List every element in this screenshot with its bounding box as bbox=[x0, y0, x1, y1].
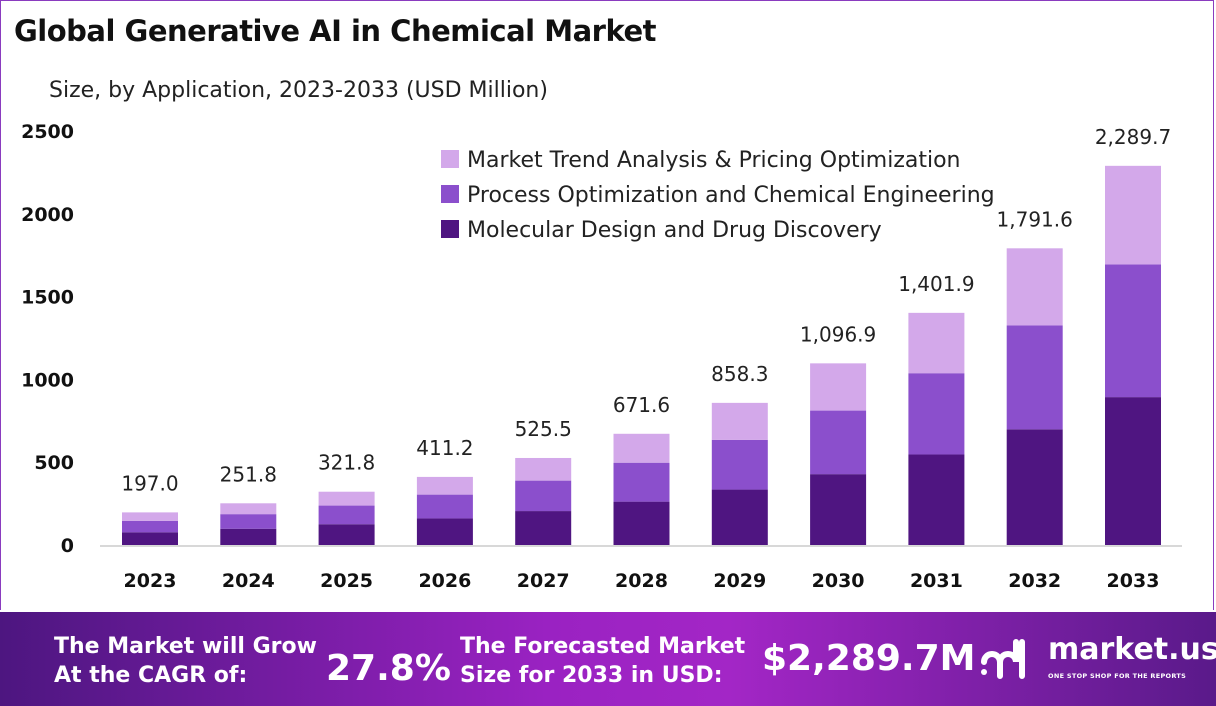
legend-swatch bbox=[441, 220, 459, 238]
bar-segment-process-2033 bbox=[1105, 264, 1161, 398]
bar-segment-market-trend-2028 bbox=[613, 433, 670, 463]
bar-segment-process-2030 bbox=[810, 410, 867, 475]
y-tick-label: 1000 bbox=[21, 369, 74, 391]
data-label-2028: 671.6 bbox=[613, 393, 670, 417]
bar-segment-molecular-2026 bbox=[416, 518, 473, 545]
cagr-label-line1: The Market will Grow bbox=[54, 634, 317, 659]
data-label-2027: 525.5 bbox=[515, 417, 572, 441]
bar-segment-molecular-2024 bbox=[220, 528, 277, 545]
data-label-2032: 1,791.6 bbox=[997, 207, 1073, 231]
market-us-logo-icon bbox=[981, 639, 1025, 679]
chart-title: Global Generative AI in Chemical Market bbox=[14, 14, 657, 48]
x-tick-label-2032: 2032 bbox=[1008, 570, 1061, 592]
y-tick-label: 2000 bbox=[21, 204, 74, 226]
chart-plot: 0 500 1000 1500 2000 2500 197.0 2023 251.8 2024 32… bbox=[21, 121, 1182, 592]
legend-swatch bbox=[441, 150, 459, 168]
y-tick-label: 500 bbox=[34, 452, 74, 474]
brand-tagline: ONE STOP SHOP FOR THE REPORTS bbox=[1048, 672, 1187, 680]
bar-segment-market-trend-2032 bbox=[1006, 248, 1063, 326]
bar-segment-process-2031 bbox=[908, 373, 965, 455]
bar-segment-process-2027 bbox=[515, 480, 572, 512]
data-label-2023: 197.0 bbox=[121, 471, 178, 495]
y-tick-label: 0 bbox=[61, 535, 74, 557]
bar-segment-market-trend-2026 bbox=[416, 476, 473, 495]
bar-segment-market-trend-2027 bbox=[515, 457, 572, 481]
bar-segment-process-2023 bbox=[122, 520, 178, 533]
bar-segment-process-2028 bbox=[613, 462, 670, 502]
bar-segment-process-2032 bbox=[1006, 325, 1063, 430]
data-label-2026: 411.2 bbox=[416, 436, 473, 460]
x-tick-label-2033: 2033 bbox=[1107, 570, 1160, 592]
y-tick-label: 1500 bbox=[21, 287, 74, 309]
bar-segment-process-2029 bbox=[711, 439, 768, 490]
cagr-label-line2: At the CAGR of: bbox=[54, 663, 248, 688]
size-label-line1: The Forecasted Market bbox=[460, 634, 746, 659]
x-tick-label-2028: 2028 bbox=[615, 570, 668, 592]
legend-label: Market Trend Analysis & Pricing Optimiza… bbox=[467, 148, 961, 173]
bar-segment-molecular-2033 bbox=[1105, 397, 1161, 545]
x-tick-label-2024: 2024 bbox=[222, 570, 275, 592]
size-label-line2: Size for 2033 in USD: bbox=[460, 663, 723, 688]
bar-segment-molecular-2031 bbox=[908, 454, 965, 545]
data-label-2033: 2,289.7 bbox=[1095, 125, 1171, 149]
data-label-2025: 321.8 bbox=[318, 451, 375, 475]
x-tick-label-2030: 2030 bbox=[812, 570, 865, 592]
bar-segment-molecular-2032 bbox=[1006, 429, 1063, 545]
y-tick-label: 2500 bbox=[21, 121, 74, 143]
bar-segment-market-trend-2030 bbox=[810, 363, 867, 411]
brand-name: market.us bbox=[1048, 632, 1216, 667]
x-tick-label-2031: 2031 bbox=[910, 570, 963, 592]
bar-segment-process-2024 bbox=[220, 514, 277, 529]
bar-segment-molecular-2028 bbox=[613, 501, 670, 545]
data-label-2031: 1,401.9 bbox=[898, 272, 974, 296]
bar-segment-molecular-2030 bbox=[810, 474, 867, 545]
chart-subtitle: Size, by Application, 2023-2033 (USD Mil… bbox=[49, 78, 548, 103]
legend-swatch bbox=[441, 185, 459, 203]
bar-segment-molecular-2029 bbox=[711, 489, 768, 545]
data-label-2024: 251.8 bbox=[220, 462, 277, 486]
data-label-2030: 1,096.9 bbox=[800, 322, 876, 346]
bar-segment-market-trend-2023 bbox=[122, 512, 178, 521]
x-tick-label-2026: 2026 bbox=[418, 570, 471, 592]
data-label-2029: 858.3 bbox=[711, 362, 768, 386]
legend-label: Process Optimization and Chemical Engine… bbox=[467, 183, 995, 208]
bar-segment-market-trend-2031 bbox=[908, 312, 965, 374]
size-value: $2,289.7M bbox=[762, 638, 976, 679]
legend-label: Molecular Design and Drug Discovery bbox=[467, 218, 882, 243]
bar-segment-market-trend-2033 bbox=[1105, 165, 1161, 265]
footer-banner: The Market will Grow At the CAGR of: 27.… bbox=[0, 612, 1216, 706]
x-tick-label-2025: 2025 bbox=[320, 570, 373, 592]
x-tick-label-2029: 2029 bbox=[713, 570, 766, 592]
bar-segment-market-trend-2029 bbox=[711, 402, 768, 440]
bar-segment-process-2026 bbox=[416, 494, 473, 519]
bar-segment-market-trend-2024 bbox=[220, 503, 277, 515]
cagr-value: 27.8% bbox=[326, 648, 451, 689]
bar-segment-molecular-2025 bbox=[318, 524, 375, 545]
bar-segment-process-2025 bbox=[318, 505, 375, 525]
bar-segment-market-trend-2025 bbox=[318, 491, 375, 506]
x-tick-label-2027: 2027 bbox=[517, 570, 570, 592]
x-tick-label-2023: 2023 bbox=[124, 570, 177, 592]
bar-segment-molecular-2027 bbox=[515, 511, 572, 545]
bar-segment-molecular-2023 bbox=[122, 532, 178, 545]
chart-frame bbox=[0, 0, 1214, 610]
